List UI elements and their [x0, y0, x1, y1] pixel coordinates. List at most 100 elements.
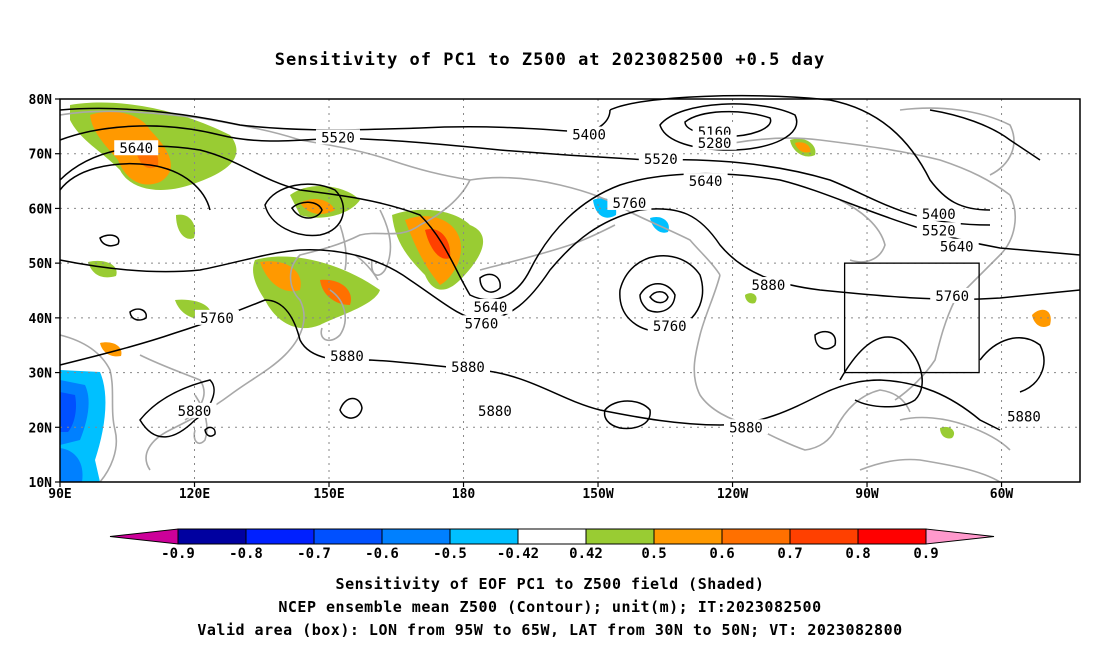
colorbar-segment [653, 528, 723, 545]
contour-label: 5640 [474, 300, 508, 316]
coast-caribbean [899, 416, 1011, 451]
lon-tick-label: 90E [48, 487, 71, 502]
contour-label: 5400 [572, 128, 606, 144]
contour-label-bg [114, 140, 159, 156]
lat-tick-label: 20N [29, 421, 53, 436]
shade-atlantic-orange [1032, 309, 1051, 327]
lon-tick-label: 180 [452, 487, 476, 502]
caption-line-2: NCEP ensemble mean Z500 (Contour); unit(… [278, 598, 822, 616]
contour-label-bg [315, 129, 360, 145]
colorbar-segment [449, 528, 519, 545]
shade-arctic-orange [795, 142, 811, 153]
colorbar-label: 0.6 [709, 546, 734, 562]
coast-aleutians [479, 224, 616, 271]
map-title: Sensitivity of PC1 to Z500 at 2023082500… [274, 50, 826, 70]
colorbar-label: -0.42 [497, 546, 539, 562]
shade-bering-orange [405, 216, 461, 285]
colorbar-label: -0.7 [297, 546, 331, 562]
shade-japan-orange2 [320, 279, 351, 305]
coast-sakhalin [339, 224, 347, 271]
contour-label: 5280 [698, 136, 732, 152]
caption-line-1: Sensitivity of EOF PC1 to Z500 field (Sh… [335, 575, 765, 593]
colorbar-segment [177, 528, 247, 545]
lon-tick-label: 60W [990, 487, 1014, 502]
contour-5760 [59, 208, 1081, 321]
contour-label: 5880 [729, 420, 763, 436]
contour-label-bg [934, 238, 979, 254]
contour-label-bg [647, 318, 692, 334]
contour-nw-5640-loop [59, 162, 211, 211]
colorbar-segment [585, 528, 655, 545]
contour-label: 5880 [451, 360, 485, 376]
coast-gulf [834, 389, 911, 431]
contour-label-bg [746, 277, 791, 293]
colorbar-label: 0.8 [845, 546, 870, 562]
shade-gulf-alaska-blue2 [650, 216, 669, 233]
latitude-tick-labels: 80N 70N 60N 50N 40N 30N 20N 10N [29, 93, 60, 491]
shade-sw-blue-low [60, 448, 83, 482]
contour-mex-inner [814, 330, 837, 350]
colorbar-segment [245, 528, 315, 545]
contour-ring-small-2 [99, 234, 120, 247]
coast-arctic-canada [699, 137, 1011, 196]
lat-tick-label: 10N [29, 476, 53, 491]
colorbar-segment [313, 528, 383, 545]
contour-label: 5760 [653, 319, 687, 335]
contour-pacific-5880 [603, 400, 651, 430]
colorbar-segment [857, 528, 927, 545]
lon-tick-label: 150E [313, 487, 344, 502]
colorbar-low-triangle [109, 528, 179, 545]
colorbar-label: -0.9 [161, 546, 195, 562]
contour-label-bg [459, 315, 504, 331]
contour-label-bg [324, 348, 369, 364]
coast-south-america [859, 458, 1001, 483]
contour-5880-east [979, 337, 1045, 393]
lat-tick-label: 50N [29, 257, 53, 272]
contour-label-bg [638, 151, 683, 167]
contour-high-2 [639, 283, 676, 313]
shade-canada-green [745, 293, 757, 304]
contour-label-bg [916, 205, 961, 221]
contour-label-bg [692, 134, 737, 150]
contour-5880-lower [139, 379, 215, 438]
colorbar-label: -0.8 [229, 546, 263, 562]
shade-caribbean-green [940, 426, 955, 439]
contour-label: 5760 [200, 311, 234, 327]
lat-tick-label: 80N [29, 93, 53, 108]
contour-label: 5520 [321, 130, 355, 146]
lat-tick-label: 60N [29, 202, 53, 217]
contour-ring-small-1 [339, 397, 363, 419]
contour-label: 5640 [940, 240, 974, 256]
colorbar-segment [517, 528, 587, 545]
colorbar-label: -0.6 [365, 546, 399, 562]
coastlines [59, 107, 1016, 483]
coast-kuril [354, 254, 379, 281]
coast-hudson [839, 199, 886, 263]
lon-tick-label: 120W [717, 487, 748, 502]
coast-japan [320, 289, 346, 342]
contour-mexico-5880 [839, 336, 923, 408]
contour-label: 5760 [613, 196, 647, 212]
caption-line-3: Valid area (box): LON from 95W to 65W, L… [197, 621, 903, 639]
coast-alaska [469, 176, 721, 276]
contour-ring-small-5 [479, 273, 501, 293]
contour-label-bg [916, 222, 961, 238]
contour-label-bg [194, 309, 239, 325]
coast-kamchatka [370, 209, 392, 276]
contour-label: 5760 [465, 316, 499, 332]
colorbar-segment [381, 528, 451, 545]
contour-label: 5640 [689, 174, 723, 190]
colorbar: -0.9 -0.8 -0.7 -0.6 -0.5 -0.42 0.42 0.5 0.6 0.7 0.… [109, 528, 995, 562]
contour-label: 5400 [922, 207, 956, 223]
contour-label-bg [723, 419, 768, 435]
contour-ring-small-4 [204, 426, 216, 437]
contour-label-bg [607, 194, 652, 210]
valid-area-box [843, 262, 980, 374]
contour-high-1 [619, 254, 704, 333]
contour-high-3 [649, 291, 669, 304]
contour-label-bg [567, 126, 612, 142]
contour-label-bg [472, 402, 517, 418]
coast-greenland [899, 107, 1015, 176]
